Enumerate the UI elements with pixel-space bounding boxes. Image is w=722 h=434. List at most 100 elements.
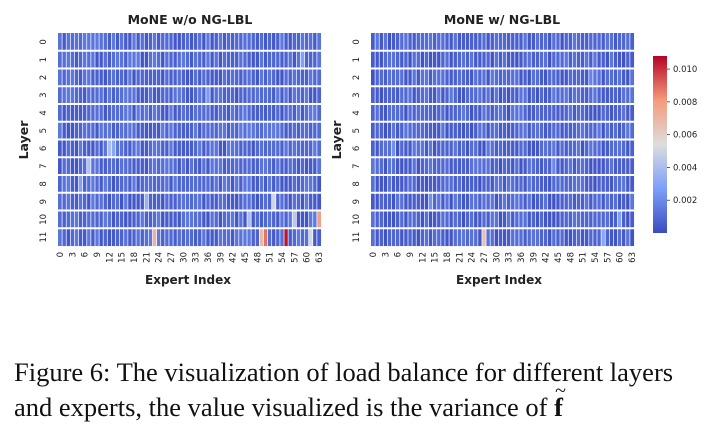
heatmap-cell-p1-l7-e0 xyxy=(371,157,376,176)
heatmap-cell-p0-l10-e55 xyxy=(284,210,289,229)
heatmap-cell-p0-l1-e16 xyxy=(123,50,128,69)
heatmap-cell-p0-l10-e15 xyxy=(119,210,124,229)
heatmap-cell-p0-l5-e17 xyxy=(127,121,133,140)
heatmap-cell-p1-l0-e23 xyxy=(465,33,470,51)
heatmap-cell-p1-l3-e12 xyxy=(420,86,425,105)
heatmap-cell-p1-l6-e53 xyxy=(588,139,593,158)
heatmap-cell-p1-l5-e1 xyxy=(375,121,380,140)
heatmap-cell-p1-l11-e47 xyxy=(564,228,569,247)
heatmap-cell-p1-l10-e29 xyxy=(490,210,495,229)
heatmap-cell-p1-l1-e63 xyxy=(629,50,635,69)
heatmap-cell-p1-l1-e31 xyxy=(498,50,503,69)
heatmap-cell-p1-l1-e35 xyxy=(514,50,519,69)
heatmap-cell-p1-l8-e44 xyxy=(551,175,556,193)
heatmap-cell-p1-l11-e19 xyxy=(449,228,454,247)
heatmap-cell-p0-l4-e35 xyxy=(201,104,206,122)
heatmap-cell-p0-l8-e14 xyxy=(115,175,120,193)
heatmap-cell-p0-l5-e58 xyxy=(296,121,301,140)
heatmap-cell-p0-l6-e34 xyxy=(197,139,202,158)
heatmap-cell-p0-l3-e15 xyxy=(119,86,124,105)
heatmap-cell-p1-l1-e37 xyxy=(523,50,528,69)
heatmap-cell-p0-l1-e48 xyxy=(255,50,260,69)
heatmap-cell-p0-l5-e42 xyxy=(230,121,235,140)
heatmap-cell-p1-l2-e62 xyxy=(625,68,630,87)
heatmap-cell-p1-l3-e62 xyxy=(625,86,630,105)
heatmap-cell-p1-l5-e44 xyxy=(551,121,556,140)
heatmap-cell-p1-l4-e43 xyxy=(547,104,552,122)
heatmap-cell-p1-l11-e62 xyxy=(625,228,630,247)
heatmap-cell-p0-l7-e61 xyxy=(308,157,313,176)
heatmap-cell-p0-l2-e17 xyxy=(127,68,133,87)
heatmap-cell-p1-l3-e53 xyxy=(588,86,593,105)
heatmap-cell-p1-l0-e6 xyxy=(395,33,400,51)
heatmap-cell-p1-l0-e35 xyxy=(514,33,519,51)
heatmap-cell-p0-l11-e62 xyxy=(312,228,317,247)
heatmap-cell-p0-l8-e57 xyxy=(292,175,297,193)
heatmap-cell-p0-l0-e24 xyxy=(156,33,161,51)
heatmap-cell-p0-l2-e2 xyxy=(66,68,71,87)
heatmap-cell-p1-l8-e16 xyxy=(436,175,441,193)
heatmap-cell-p1-l0-e46 xyxy=(560,33,565,51)
heatmap-cell-p0-l6-e6 xyxy=(82,139,87,158)
heatmap-cell-p1-l11-e7 xyxy=(399,228,404,247)
heatmap-cell-p0-l3-e25 xyxy=(160,86,165,105)
heatmap-cell-p1-l5-e6 xyxy=(395,121,400,140)
heatmap-cell-p0-l4-e14 xyxy=(115,104,120,122)
heatmap-cell-p1-l5-e8 xyxy=(403,121,409,140)
heatmap-cell-p0-l10-e58 xyxy=(296,210,301,229)
x-tick-label: 33 xyxy=(505,252,515,263)
heatmap-cell-p1-l1-e0 xyxy=(371,50,376,69)
heatmap-cell-p1-l10-e60 xyxy=(617,210,622,229)
heatmap-cell-p1-l11-e33 xyxy=(506,228,511,247)
heatmap-cell-p1-l0-e3 xyxy=(383,33,388,51)
heatmap-cell-p0-l4-e51 xyxy=(267,104,272,122)
heatmap-cell-p0-l7-e37 xyxy=(210,157,215,176)
heatmap-cell-p0-l1-e23 xyxy=(152,50,157,69)
heatmap-cell-p0-l5-e6 xyxy=(82,121,87,140)
y-tick-label: 6 xyxy=(352,146,362,151)
heatmap-cell-p1-l5-e5 xyxy=(391,121,396,140)
heatmap-cell-p1-l5-e20 xyxy=(453,121,458,140)
heatmap-cell-p1-l0-e10 xyxy=(412,33,417,51)
heatmap-cell-p0-l2-e60 xyxy=(304,68,309,87)
heatmap-cell-p1-l7-e12 xyxy=(420,157,425,176)
heatmap-cell-p1-l0-e36 xyxy=(518,33,524,51)
heatmap-cell-p0-l3-e56 xyxy=(288,86,293,105)
heatmap-cell-p1-l0-e37 xyxy=(523,33,528,51)
heatmap-cell-p1-l10-e34 xyxy=(510,210,515,229)
heatmap-cell-p1-l11-e32 xyxy=(502,228,507,247)
heatmap-cell-p0-l2-e24 xyxy=(156,68,161,87)
heatmap-cell-p1-l4-e41 xyxy=(539,104,544,122)
y-tick-label: 4 xyxy=(39,110,49,115)
heatmap-cell-p1-l1-e14 xyxy=(428,50,433,69)
heatmap-cell-p1-l7-e58 xyxy=(609,157,614,176)
heatmap-cell-p1-l4-e36 xyxy=(518,104,524,122)
heatmap-cell-p0-l1-e27 xyxy=(168,50,174,69)
heatmap-cell-p0-l0-e2 xyxy=(66,33,71,51)
heatmap-cell-p1-l6-e46 xyxy=(560,139,565,158)
heatmap-cell-p0-l6-e41 xyxy=(226,139,231,158)
heatmap-cell-p1-l6-e40 xyxy=(535,139,540,158)
heatmap-cell-p0-l6-e21 xyxy=(144,139,149,158)
heatmap-cell-p0-l2-e7 xyxy=(86,68,91,87)
heatmap-cell-p0-l10-e41 xyxy=(226,210,231,229)
heatmap-cell-p0-l8-e54 xyxy=(279,175,285,193)
heatmap-cell-p0-l8-e11 xyxy=(103,175,108,193)
heatmap-cell-p0-l3-e9 xyxy=(94,86,100,105)
heatmap-cell-p0-l1-e8 xyxy=(90,50,96,69)
heatmap-cell-p0-l2-e40 xyxy=(222,68,227,87)
heatmap-cell-p0-l7-e17 xyxy=(127,157,133,176)
heatmap-cell-p1-l4-e53 xyxy=(588,104,593,122)
heatmap-cell-p1-l7-e27 xyxy=(481,157,487,176)
heatmap-cell-p1-l3-e18 xyxy=(444,86,450,105)
heatmap-cell-p1-l2-e15 xyxy=(432,68,437,87)
heatmap-cell-p0-l10-e36 xyxy=(205,210,211,229)
heatmap-cell-p1-l9-e25 xyxy=(473,192,478,211)
caption-symbol: f xyxy=(554,392,563,422)
heatmap-cell-p1-l1-e22 xyxy=(461,50,466,69)
heatmap-cell-p1-l5-e34 xyxy=(510,121,515,140)
heatmap-cell-p0-l10-e27 xyxy=(168,210,174,229)
heatmap-cell-p0-l3-e11 xyxy=(103,86,108,105)
heatmap-cell-p1-l8-e62 xyxy=(625,175,630,193)
heatmap-cell-p0-l7-e48 xyxy=(255,157,260,176)
